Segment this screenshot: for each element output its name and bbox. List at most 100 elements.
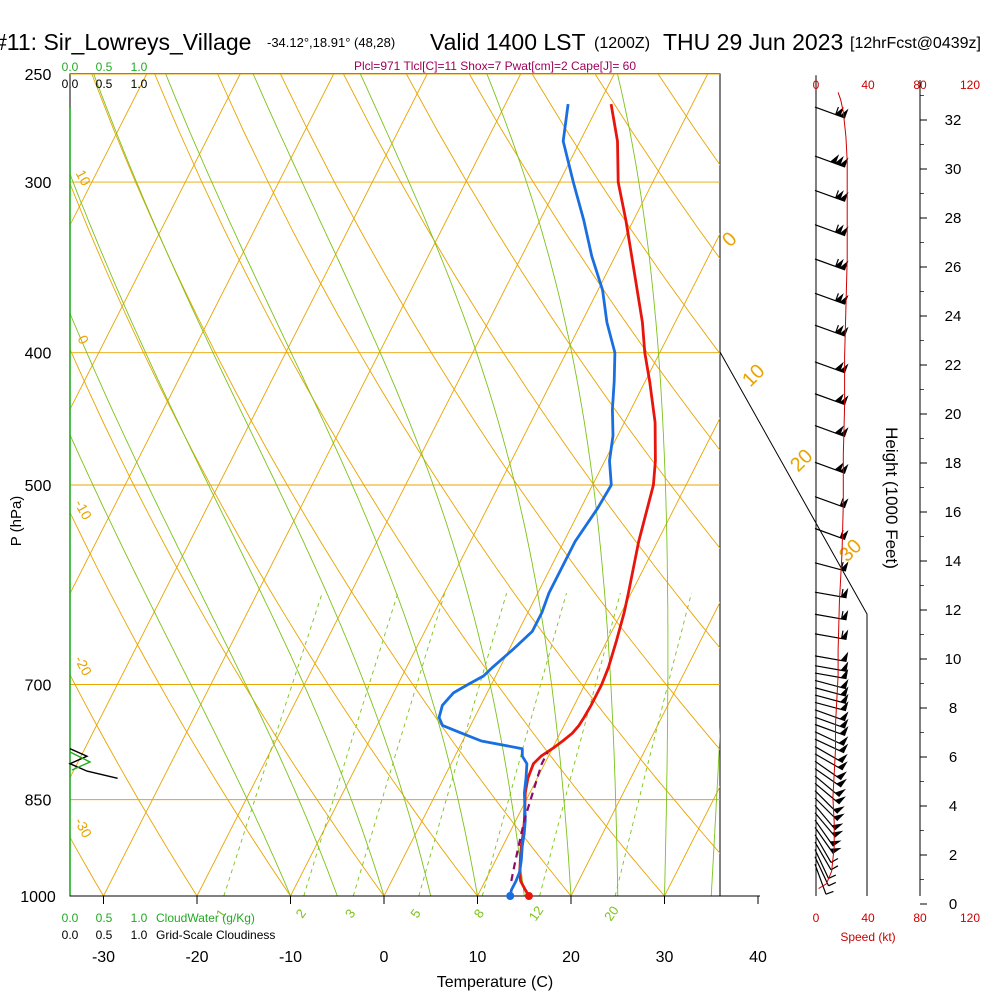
barb-half <box>835 190 839 199</box>
speed-tick-top: 120 <box>960 78 980 92</box>
barb-flag <box>836 771 847 780</box>
barb-flag <box>839 463 849 474</box>
speed-tick-top: 0 <box>813 78 820 92</box>
wind-barb <box>814 827 842 854</box>
moist-adiabat-line <box>93 74 432 896</box>
wind-barb <box>814 746 848 764</box>
barb-flag <box>833 806 845 814</box>
barb-flag <box>839 498 849 508</box>
barb-half <box>835 293 839 302</box>
barb-staff <box>814 849 830 879</box>
wind-barb <box>814 106 849 119</box>
isotherm-line <box>852 74 1000 896</box>
height-tick-label: 0 <box>949 896 957 913</box>
dry-adiabat-line <box>721 74 1000 896</box>
barb-flag <box>840 587 849 598</box>
wind-barb <box>814 629 849 640</box>
cloud-tick-bottom-green: 0.0 <box>62 911 79 925</box>
barb-staff <box>814 768 842 788</box>
isotherm-line <box>70 74 148 227</box>
barb-half <box>835 224 839 233</box>
y-axis-title: P (hPa) <box>8 496 25 547</box>
barb-staff <box>814 834 832 863</box>
zulu-time: (1200Z) <box>594 35 650 52</box>
cloudiness-line <box>68 748 118 779</box>
forecast-run: [12hrFcst@0439z] <box>850 35 981 52</box>
barb-staff <box>814 760 842 781</box>
wind-barb <box>814 768 847 788</box>
wind-barb <box>814 292 849 305</box>
wind-barbs <box>814 75 849 896</box>
isotherm-label: 10 <box>73 167 95 188</box>
tropopause-line <box>719 351 868 896</box>
barb-half <box>839 498 844 507</box>
barb-staff <box>814 863 827 895</box>
dry-adiabat-line <box>70 348 385 896</box>
pressure-tick-label: 400 <box>25 346 52 363</box>
wind-barb <box>814 609 849 621</box>
barb-flag <box>839 363 849 373</box>
barb-staff <box>814 716 846 729</box>
temperature-line <box>518 103 657 896</box>
barb-flag <box>834 324 844 335</box>
wind-barb <box>814 863 834 895</box>
wind-barb <box>814 324 849 337</box>
height-tick-label: 8 <box>949 700 957 717</box>
dry-adiabat-line <box>280 74 720 751</box>
isotherm-label: -10 <box>72 497 96 523</box>
dry-adiabat-line <box>70 182 478 896</box>
wind-barb <box>814 258 849 271</box>
height-tick-label: 28 <box>945 210 962 227</box>
barb-flag <box>831 823 844 830</box>
cloud-tick-top: 0.0 <box>62 60 79 74</box>
forecast-date: THU 29 Jun 2023 <box>663 29 843 55</box>
barb-flag <box>839 530 849 540</box>
barb-flag <box>840 701 849 711</box>
barb-flag <box>829 840 842 847</box>
barb-half <box>835 106 839 115</box>
barb-staff <box>814 723 846 737</box>
barb-flag <box>834 425 844 435</box>
barb-half <box>840 610 844 620</box>
barb-staff <box>814 709 846 722</box>
wind-barb <box>814 224 849 237</box>
barb-flag <box>840 651 849 662</box>
height-tick-label: 22 <box>945 357 962 374</box>
pressure-tick-label: 300 <box>25 175 52 192</box>
barb-half <box>825 890 834 895</box>
cloud-tick-mid: 0.0 <box>62 77 79 91</box>
barb-flag <box>831 830 844 838</box>
barb-flag <box>839 226 849 236</box>
barb-staff <box>814 856 830 887</box>
wind-barb <box>814 686 849 697</box>
mixing-ratio-label: 2 <box>293 906 309 921</box>
moist-adiabat-line <box>486 74 619 896</box>
height-tick-label: 14 <box>945 553 962 570</box>
height-tick-label: 2 <box>949 847 957 864</box>
height-tick-label: 18 <box>945 455 962 472</box>
temperature-tick-label: 40 <box>749 949 767 966</box>
barb-flag <box>834 190 844 200</box>
barb-flag <box>839 726 849 736</box>
isotherm-label: -30 <box>72 815 96 841</box>
mixing-ratio-line <box>539 592 621 896</box>
barb-flag <box>839 157 849 168</box>
barb-half <box>828 881 837 887</box>
cloudwater-label: CloudWater (g/Kg) <box>156 911 255 925</box>
barb-flag <box>834 393 844 403</box>
barb-flag <box>837 761 848 770</box>
speed-tick-top: 40 <box>861 78 875 92</box>
wind-barb <box>814 527 849 541</box>
wind-barb <box>814 753 848 771</box>
barb-flag <box>837 753 848 763</box>
barb-flag <box>833 813 845 821</box>
cloud-tick-bottom: 0.0 <box>62 928 79 942</box>
barb-flag <box>834 462 844 472</box>
wind-barb <box>814 679 849 690</box>
cloud-tick-bottom: 0.5 <box>96 928 113 942</box>
cloud-tick-bottom: 1.0 <box>131 928 148 942</box>
pressure-tick-label: 700 <box>25 678 52 695</box>
thermo-grid <box>70 74 1000 896</box>
barb-flag <box>839 711 849 721</box>
wind-barb <box>814 782 846 805</box>
